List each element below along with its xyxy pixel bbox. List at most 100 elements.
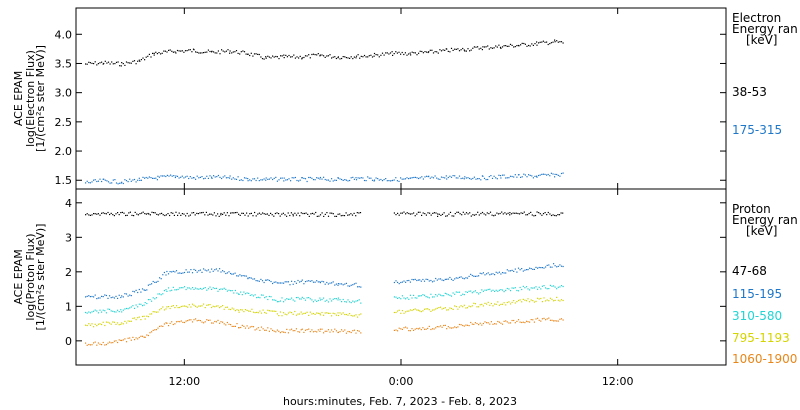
data-point [367, 176, 369, 178]
data-point [275, 331, 277, 333]
data-point [476, 275, 478, 277]
data-point [324, 213, 326, 215]
data-point [263, 213, 265, 215]
data-point [483, 46, 486, 48]
data-point [527, 298, 529, 300]
data-point [85, 214, 87, 216]
data-point [542, 213, 545, 215]
data-point [537, 317, 539, 319]
data-point [236, 323, 238, 325]
data-point [347, 57, 349, 59]
data-point [462, 277, 464, 279]
data-point [467, 48, 469, 50]
data-point [509, 322, 512, 324]
data-point [169, 214, 171, 217]
data-point [323, 215, 325, 217]
data-point [311, 177, 313, 179]
data-point [212, 287, 214, 289]
data-point [536, 175, 538, 177]
data-point [554, 41, 556, 43]
data-point [511, 175, 513, 178]
y-label-line: ACE EPAM [12, 249, 25, 304]
data-point [179, 321, 181, 323]
data-point [204, 177, 206, 179]
data-point [260, 179, 262, 181]
data-point [389, 180, 392, 182]
data-point [355, 215, 357, 217]
data-point [129, 178, 131, 180]
data-point [253, 278, 256, 280]
data-point [454, 175, 456, 177]
data-point [498, 271, 500, 273]
data-point [308, 54, 310, 56]
data-point [187, 306, 189, 308]
data-point [184, 50, 187, 52]
data-point [393, 329, 395, 331]
data-point [138, 303, 140, 305]
data-point [554, 320, 556, 322]
data-point [511, 44, 513, 46]
data-point [458, 175, 461, 177]
data-point [406, 54, 408, 56]
data-point [294, 57, 296, 59]
data-point [562, 212, 564, 214]
data-point [342, 312, 344, 314]
data-point [435, 212, 437, 214]
data-point [341, 313, 343, 315]
data-point [435, 294, 437, 296]
data-point [418, 177, 420, 180]
data-point [323, 176, 325, 178]
data-point [449, 276, 451, 279]
series-47-68 [85, 211, 564, 217]
data-point [130, 62, 132, 64]
data-point [252, 326, 255, 328]
data-point [556, 288, 558, 290]
data-point [397, 310, 399, 312]
data-point [344, 56, 346, 58]
data-point [280, 177, 282, 179]
data-point [549, 266, 551, 268]
data-point [227, 177, 229, 179]
data-point [446, 215, 448, 217]
data-point [472, 47, 474, 49]
data-point [151, 331, 153, 333]
data-point [202, 211, 204, 214]
data-point [165, 274, 167, 276]
data-point [264, 311, 266, 314]
data-point [136, 213, 138, 215]
data-point [101, 344, 103, 346]
data-point [516, 320, 518, 322]
data-point [189, 176, 191, 178]
data-point [163, 271, 165, 274]
data-point [263, 58, 265, 60]
data-point [299, 55, 301, 57]
data-point [535, 318, 537, 320]
data-point [536, 41, 538, 43]
data-point [558, 214, 561, 216]
data-point [436, 279, 438, 281]
data-point [327, 215, 330, 217]
data-point [97, 297, 99, 299]
data-point [256, 297, 258, 299]
data-point [495, 289, 497, 291]
data-point [175, 175, 177, 177]
data-point [560, 265, 563, 267]
data-point [549, 319, 551, 321]
data-point [246, 309, 248, 311]
data-point [541, 285, 543, 287]
data-point [300, 311, 302, 313]
data-point [220, 212, 222, 215]
data-point [296, 179, 298, 182]
data-point [89, 344, 91, 346]
data-point [331, 329, 333, 331]
data-point [535, 266, 537, 268]
data-point [143, 315, 145, 317]
data-point [546, 41, 548, 43]
data-point [549, 284, 551, 286]
data-point [117, 61, 119, 63]
data-point [428, 175, 430, 177]
data-point [332, 180, 334, 182]
data-point [124, 64, 126, 66]
data-point [551, 298, 553, 300]
data-point [326, 299, 328, 301]
